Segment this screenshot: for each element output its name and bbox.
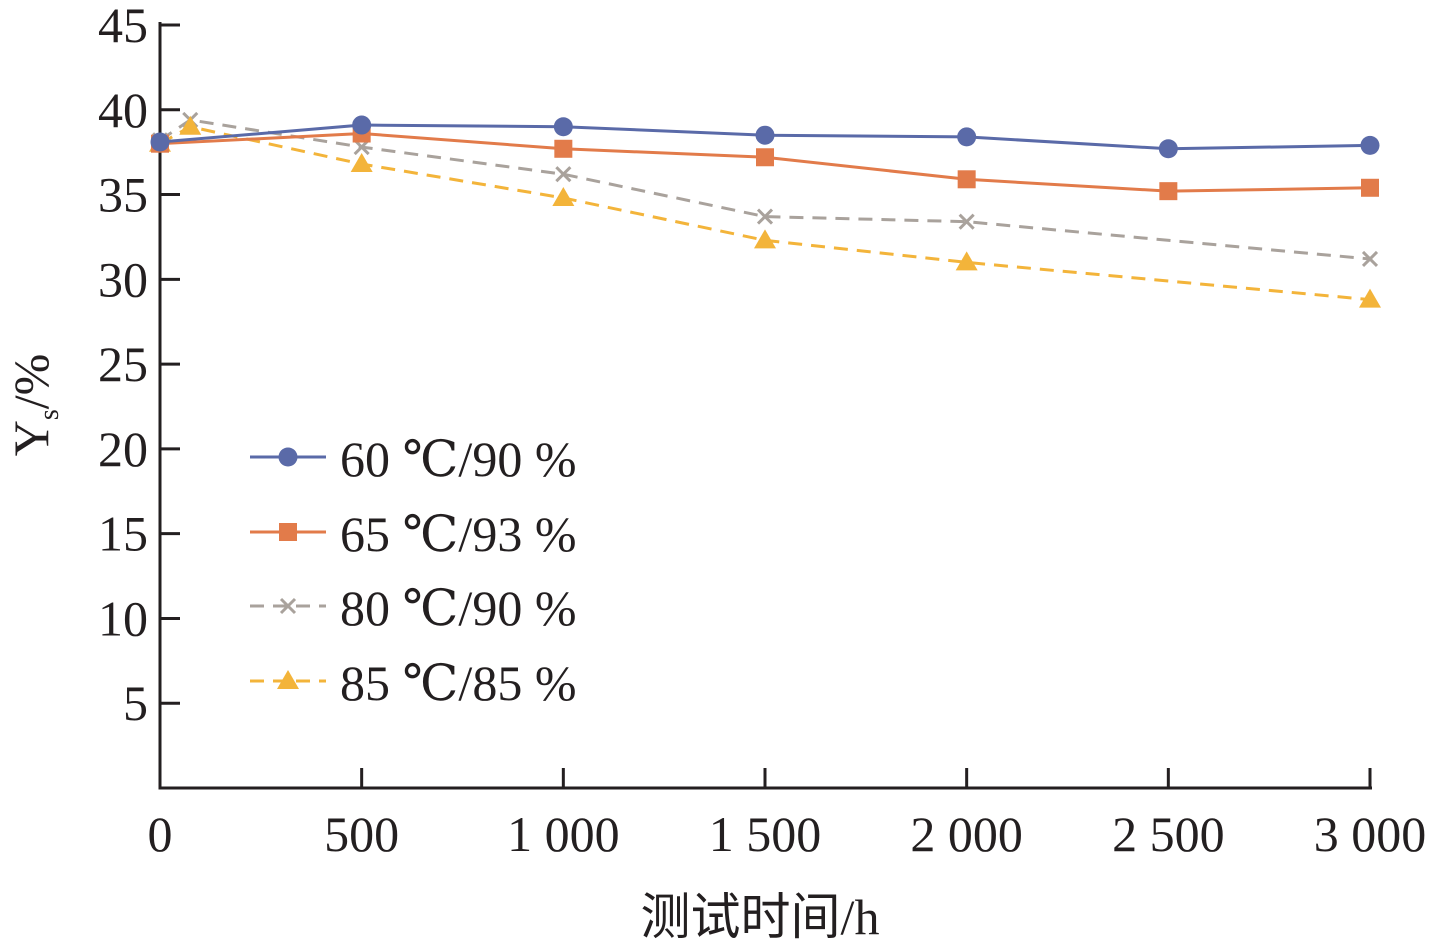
data-point xyxy=(957,170,976,189)
data-point xyxy=(1360,135,1380,155)
y-tick-label: 20 xyxy=(98,421,148,477)
data-point xyxy=(955,251,978,271)
legend-marker xyxy=(278,447,298,467)
data-point xyxy=(754,229,776,249)
data-point xyxy=(553,117,573,137)
legend-item: 60 ℃/90 % xyxy=(250,431,576,487)
legend-item: 80 ℃/90 % xyxy=(250,580,576,636)
data-point xyxy=(1361,250,1379,268)
y-tick-label: 35 xyxy=(98,167,148,223)
legend-label: 85 ℃/85 % xyxy=(340,655,576,711)
y-tick-label: 5 xyxy=(123,675,148,731)
y-tick-label: 40 xyxy=(98,82,148,138)
y-tick-label: 45 xyxy=(98,0,148,53)
y-axis-label-subscript: s xyxy=(34,409,65,420)
data-point xyxy=(350,153,373,173)
x-tick-label: 1 500 xyxy=(709,806,822,862)
x-tick-label: 500 xyxy=(324,806,399,862)
x-axis-label: 测试时间/h xyxy=(641,889,880,944)
x-tick-label: 2 000 xyxy=(910,806,1023,862)
data-point xyxy=(150,132,170,152)
data-point xyxy=(352,115,372,135)
legend-marker xyxy=(277,670,299,689)
data-point xyxy=(957,127,977,147)
data-point xyxy=(1158,139,1178,159)
x-marker-stroke xyxy=(279,597,297,615)
x-tick-label: 3 000 xyxy=(1314,806,1427,862)
series-4 xyxy=(149,115,1381,308)
y-tick-label: 15 xyxy=(98,506,148,562)
x-tick-label: 2 500 xyxy=(1112,806,1225,862)
y-tick-label: 30 xyxy=(98,251,148,307)
legend-item: 85 ℃/85 % xyxy=(250,655,576,711)
series-layer xyxy=(149,111,1381,308)
data-point xyxy=(555,166,572,183)
y-axis-label: Ys/% xyxy=(3,354,65,457)
x-marker-stroke xyxy=(958,213,975,230)
y-tick-label: 10 xyxy=(98,590,148,646)
legend-item: 65 ℃/93 % xyxy=(250,506,576,562)
legend-label: 60 ℃/90 % xyxy=(340,431,576,487)
data-point xyxy=(552,186,575,206)
x-tick-label: 1 000 xyxy=(507,806,620,862)
legend-marker xyxy=(279,523,297,541)
data-point xyxy=(1359,288,1381,308)
data-point xyxy=(1361,178,1379,197)
x-marker-stroke xyxy=(1361,250,1379,268)
data-point xyxy=(755,125,775,145)
legend: 60 ℃/90 % 65 ℃/93 % 80 ℃/90 % 85 ℃/85 % xyxy=(250,431,576,711)
data-point xyxy=(554,139,573,158)
x-tick-label: 0 xyxy=(148,806,173,862)
y-tick-label: 25 xyxy=(98,336,148,392)
legend-label: 65 ℃/93 % xyxy=(340,506,576,562)
legend-label: 80 ℃/90 % xyxy=(340,580,576,636)
x-marker-stroke xyxy=(555,166,572,183)
data-point xyxy=(179,115,202,135)
x-marker-stroke xyxy=(756,208,774,225)
y-axis-label-symbol: Y xyxy=(3,420,59,456)
data-point xyxy=(756,208,774,225)
data-point xyxy=(1159,182,1178,201)
series-1 xyxy=(150,115,1380,159)
legend-marker xyxy=(279,597,297,615)
y-axis-label-unit: /% xyxy=(3,354,59,410)
axes: 5 10 15 20 25 30 35 40 45 0 500 1 000 1 500 2 000 2 50… xyxy=(98,0,1426,862)
data-point xyxy=(958,213,975,230)
data-point xyxy=(756,148,774,167)
